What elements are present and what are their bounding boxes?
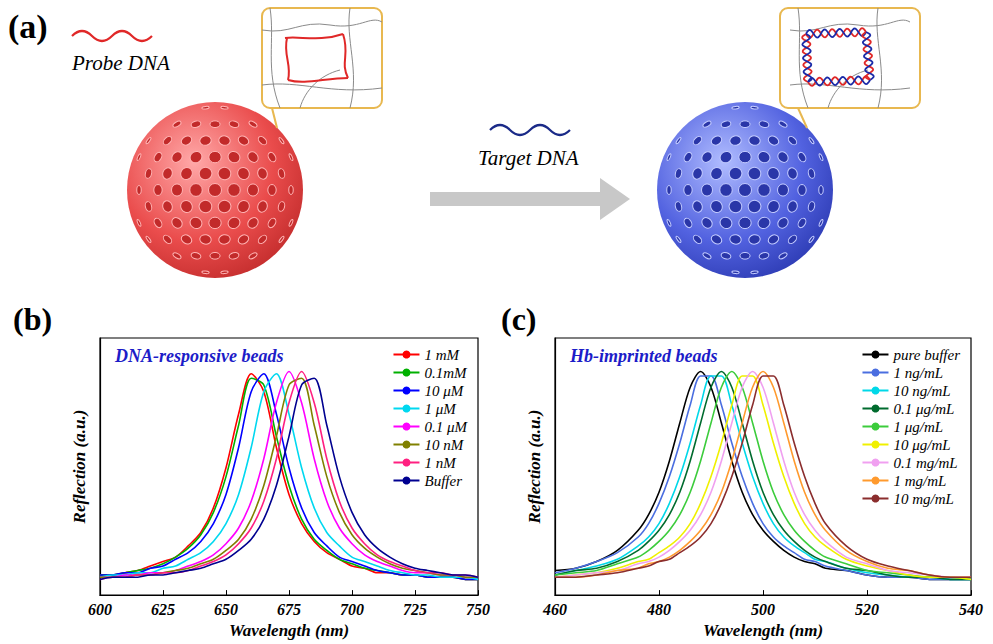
svg-text:1 μg/mL: 1 μg/mL bbox=[893, 419, 943, 435]
svg-text:700: 700 bbox=[340, 601, 364, 618]
svg-text:1 mM: 1 mM bbox=[424, 347, 460, 363]
svg-text:10 μg/mL: 10 μg/mL bbox=[893, 437, 950, 453]
svg-text:460: 460 bbox=[542, 601, 567, 618]
svg-text:480: 480 bbox=[646, 601, 671, 618]
svg-text:Wavelength (nm): Wavelength (nm) bbox=[703, 621, 823, 640]
svg-text:1 μM: 1 μM bbox=[424, 401, 457, 417]
svg-text:DNA-responsive beads: DNA-responsive beads bbox=[114, 346, 284, 366]
svg-text:675: 675 bbox=[277, 601, 301, 618]
svg-text:625: 625 bbox=[151, 601, 175, 618]
svg-text:Target DNA: Target DNA bbox=[478, 146, 579, 170]
svg-text:0.1mM: 0.1mM bbox=[424, 365, 468, 381]
svg-text:Wavelength (nm): Wavelength (nm) bbox=[229, 621, 349, 640]
svg-text:1 mg/mL: 1 mg/mL bbox=[893, 473, 946, 489]
svg-text:540: 540 bbox=[959, 601, 983, 618]
svg-text:(a): (a) bbox=[8, 8, 48, 46]
svg-text:Reflection (a.u.): Reflection (a.u.) bbox=[525, 410, 544, 525]
svg-text:Buffer: Buffer bbox=[424, 473, 462, 489]
svg-text:725: 725 bbox=[403, 601, 427, 618]
svg-text:10 nM: 10 nM bbox=[424, 437, 464, 453]
svg-text:0.1 μg/mL: 0.1 μg/mL bbox=[893, 401, 954, 417]
svg-text:1 nM: 1 nM bbox=[424, 455, 457, 471]
svg-text:(c): (c) bbox=[501, 301, 537, 337]
svg-text:Hb-imprinted beads: Hb-imprinted beads bbox=[569, 346, 718, 366]
svg-text:500: 500 bbox=[751, 601, 775, 618]
svg-text:520: 520 bbox=[855, 601, 879, 618]
svg-text:650: 650 bbox=[214, 601, 238, 618]
svg-text:Reflection (a.u.): Reflection (a.u.) bbox=[70, 410, 89, 525]
svg-text:10 ng/mL: 10 ng/mL bbox=[893, 383, 950, 399]
svg-text:0.1 mg/mL: 0.1 mg/mL bbox=[893, 455, 957, 471]
svg-text:0.1 μM: 0.1 μM bbox=[424, 419, 468, 435]
svg-text:600: 600 bbox=[88, 601, 112, 618]
svg-text:Probe DNA: Probe DNA bbox=[71, 51, 170, 75]
svg-text:(b): (b) bbox=[13, 301, 52, 337]
svg-text:10 mg/mL: 10 mg/mL bbox=[893, 491, 953, 507]
svg-text:pure buffer: pure buffer bbox=[892, 347, 960, 363]
svg-text:1 ng/mL: 1 ng/mL bbox=[893, 365, 943, 381]
svg-text:10 μM: 10 μM bbox=[424, 383, 464, 399]
svg-text:750: 750 bbox=[466, 601, 490, 618]
